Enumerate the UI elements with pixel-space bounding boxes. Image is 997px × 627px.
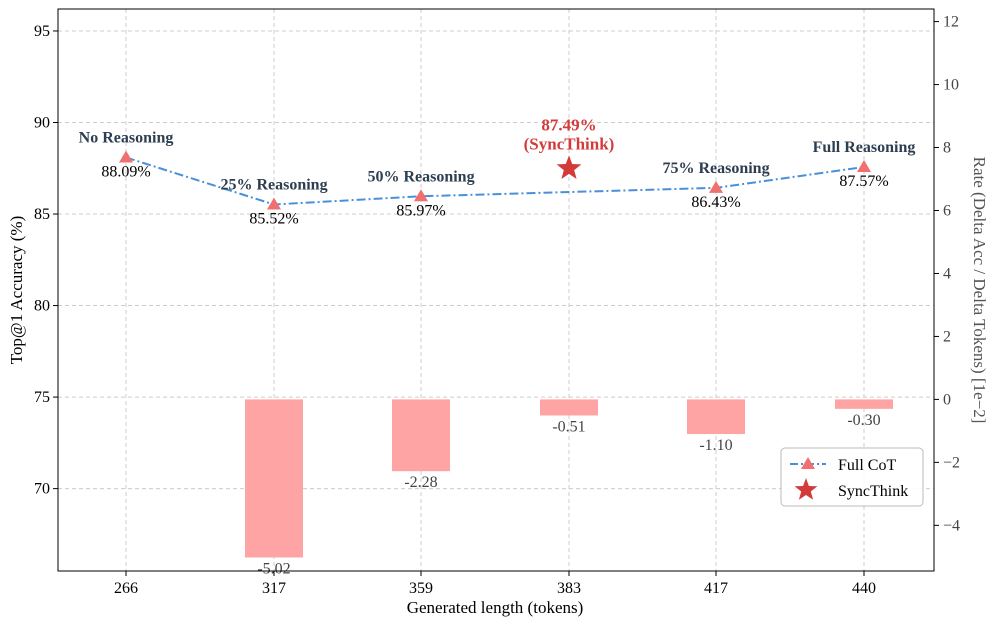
bar [540,399,598,416]
y-axis-label: Top@1 Accuracy (%) [7,216,26,365]
bar [687,399,745,435]
legend-synthink: SyncThink [838,483,908,500]
legend-star-icon [794,478,818,500]
legend: Full CoT SyncThink [780,447,924,507]
bar-value-label: -0.51 [552,418,585,435]
x-tick-label: 440 [852,580,876,597]
triangle-marker [119,150,133,163]
y-right-tick-label: −2 [943,454,960,471]
synthink-value-label: 87.49% [541,115,596,134]
point-value-label: 88.09% [101,163,150,180]
triangle-marker [267,197,281,210]
legend-frame [780,447,924,507]
point-value-label: 85.97% [396,202,445,219]
y-right-tick-label: 6 [943,203,951,220]
y-tick-label: 70 [34,481,50,498]
point-value-label: 85.52% [249,211,298,228]
point-value-label: 87.57% [839,173,888,190]
axes: 70 75 80 85 90 95 −4 −2 0 2 4 6 8 10 12 266 317 359 383 417… [34,8,960,597]
x-tick-label: 383 [557,580,581,597]
y-axis-right-label: Rate (Delta Acc / Delta Tokens) [1e−2] [970,157,989,424]
synthink-name-label: (SyncThink) [524,134,615,153]
bar-value-label: -0.30 [847,412,880,429]
bar-value-label: -5.02 [257,560,290,577]
y-right-tick-label: 8 [943,140,951,157]
reasoning-level-label: 50% Reasoning [367,168,474,185]
point-value-label: 86.43% [691,194,740,211]
point-labels: 88.09% No Reasoning 85.52% 25% Reasoning 85.… [79,115,916,227]
bar-value-label: -1.10 [699,437,732,454]
synthink-star-marker [556,155,582,179]
reasoning-level-label: 75% Reasoning [662,160,769,177]
legend-triangle-icon [801,457,815,469]
y-tick-label: 85 [34,206,50,223]
triangle-marker [857,159,871,172]
x-tick-label: 417 [704,580,728,597]
y-right-tick-label: 12 [943,14,959,31]
y-tick-label: 75 [34,389,50,406]
reasoning-level-label: 25% Reasoning [220,177,327,194]
bar [835,399,893,409]
y-right-tick-label: 2 [943,328,951,345]
plot-frame [57,8,935,572]
reasoning-level-label: No Reasoning [79,129,174,146]
bar-labels: -5.02 -2.28 -0.51 -1.10 -0.30 [257,412,880,578]
bar [392,399,450,472]
y-right-tick-label: 0 [943,391,951,408]
bar-series [245,399,893,558]
triangle-marker [414,189,428,202]
x-tick-label: 317 [262,580,286,597]
y-right-tick-label: 10 [943,77,959,94]
grid [58,9,934,571]
full-cot-series [119,150,871,210]
x-axis-label: Generated length (tokens) [407,598,584,617]
y-right-tick-label: 4 [943,265,951,282]
x-tick-label: 359 [409,580,433,597]
triangle-marker [709,180,723,193]
legend-full-cot: Full CoT [838,457,896,474]
y-right-tick-label: −4 [943,517,960,534]
reasoning-level-label: Full Reasoning [813,139,916,156]
y-tick-label: 80 [34,298,50,315]
x-tick-label: 266 [114,580,138,597]
bar [245,399,303,558]
y-tick-label: 90 [34,114,50,131]
y-tick-label: 95 [34,23,50,40]
bar-value-label: -2.28 [404,474,437,491]
